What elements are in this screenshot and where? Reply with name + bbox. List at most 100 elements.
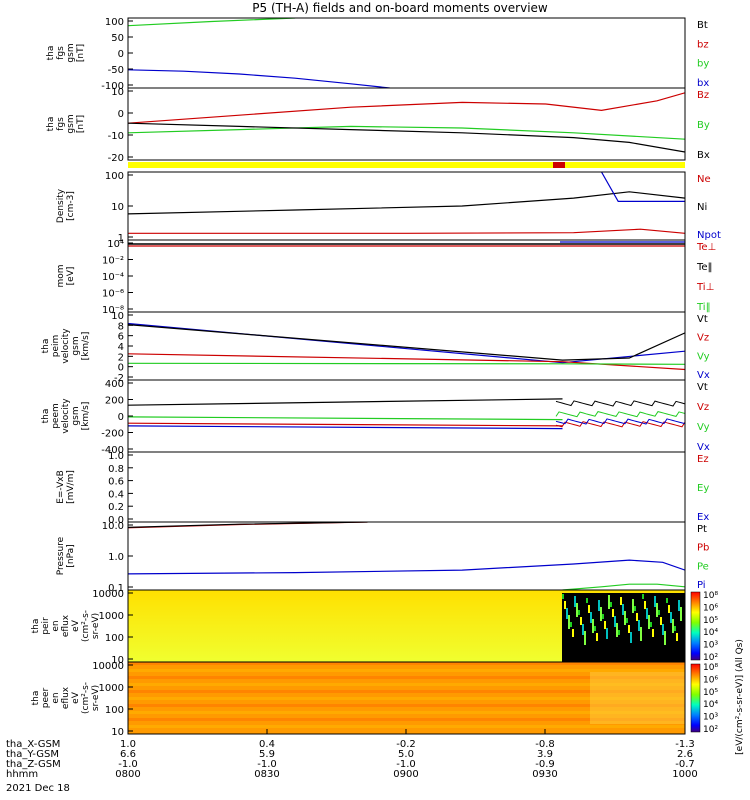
y-axis-label-line: eflux — [61, 614, 71, 637]
y-axis-label-line: [cm-3] — [66, 191, 76, 221]
spectrogram-pixel — [570, 622, 572, 627]
spectrogram-pixel — [640, 627, 642, 641]
ephemeris-value: 6.6 — [120, 749, 136, 760]
spectrogram-pixel — [648, 615, 650, 629]
legend-entry: Ti‖ — [696, 302, 711, 313]
series-line-3 — [128, 362, 685, 365]
ephemeris-label: tha_X-GSM — [6, 739, 60, 750]
spectrogram-pixel — [680, 607, 682, 621]
y-tick-label: 10⁻² — [102, 256, 124, 267]
y-tick-label: 0.1 — [108, 583, 124, 594]
y-axis-label: Pressure[nPa] — [56, 536, 76, 575]
panel-frame — [127, 87, 686, 161]
spectrogram-pixel — [598, 600, 600, 611]
series-line-2 — [128, 422, 563, 427]
spectrogram-pixel — [620, 597, 622, 605]
legend-entry: Ex — [697, 512, 709, 523]
series-line-0 — [128, 92, 685, 124]
y-axis-label: thapeerenefluxeV(cm²-s-sr-eV) — [31, 682, 101, 714]
spectrogram-region — [590, 672, 685, 724]
spectrogram-pixel — [634, 606, 636, 611]
y-axis-label: Density[cm-3] — [56, 188, 76, 223]
panel-pressure: 10.0 1.0 0.1 Pressure[nPa] Pt Pb Pe Pi — [56, 521, 709, 594]
spectrogram-pixel — [606, 628, 608, 639]
legend-entry: Vz — [697, 402, 709, 413]
y-tick-label: 8 — [118, 321, 124, 332]
y-tick-label: 50 — [111, 33, 124, 44]
legend-entry: Ey — [697, 483, 709, 494]
series-line-0 — [128, 398, 563, 406]
y-axis-label-line: eflux — [61, 686, 71, 709]
ephemeris-value: -1.0 — [118, 759, 138, 770]
y-axis-label-line: peem — [51, 403, 61, 429]
y-axis-label-line: [nT] — [76, 115, 86, 133]
ephemeris-label: tha_Z-GSM — [6, 759, 61, 770]
y-axis-label-line: [nPa] — [66, 544, 76, 567]
ephemeris-value: 0800 — [115, 769, 140, 780]
spectrogram-band — [128, 676, 685, 679]
series-line-2 — [128, 559, 685, 575]
y-tick-label: 1000 — [99, 611, 124, 622]
spectrogram-pixel — [564, 601, 566, 609]
legend-entry: Bt — [697, 20, 708, 31]
legend-entry: Bx — [697, 150, 710, 161]
ephemeris-value: -0.7 — [675, 759, 695, 770]
ephemeris-value: 0.4 — [259, 739, 275, 750]
y-tick-label: -10 — [108, 131, 124, 142]
series-line-2 — [128, 122, 685, 153]
spectrogram-pixel — [624, 611, 626, 625]
colorbar — [690, 663, 701, 733]
y-axis-label-line: gsm — [66, 114, 76, 133]
spectrogram-pixel — [612, 609, 614, 617]
spectrogram-pixel — [658, 610, 660, 615]
y-tick-label: 0 — [118, 49, 124, 60]
legend-entry: Vx — [697, 442, 710, 453]
spectrogram-pixel — [652, 629, 654, 637]
panel-frame — [127, 379, 686, 453]
spectrogram-pixel — [676, 633, 678, 641]
spectrogram-pixel — [566, 608, 568, 619]
spectrogram-band — [128, 725, 685, 728]
y-axis-label-line: tha — [41, 409, 51, 424]
y-tick-label: -200 — [101, 429, 124, 440]
legend-entry: Te⊥ — [696, 242, 716, 253]
series-line-1 — [128, 522, 368, 528]
colorbar-label: [eV/(cm²-s-sr-eV)] (All Qs) — [735, 639, 745, 755]
y-axis-label-line: velocity — [61, 328, 71, 364]
y-tick-label: 0.0 — [108, 515, 124, 526]
spectrogram-pixel — [670, 612, 672, 623]
spectrogram-pixel — [668, 605, 670, 613]
series-line-0 — [128, 18, 296, 27]
legend-entry: Ni — [697, 202, 707, 213]
noise-line-0 — [555, 400, 685, 407]
spectrogram-dark-region — [562, 593, 685, 662]
y-axis-label-line: (cm²-s- — [81, 610, 91, 642]
series-line-1 — [128, 69, 390, 88]
y-tick-label: 10000 — [92, 661, 124, 672]
spectrogram-band — [128, 718, 685, 721]
legend-entry: bz — [697, 39, 709, 50]
ephemeris-value: 1000 — [672, 769, 697, 780]
y-axis-label: E=-VxB[mV/m] — [56, 470, 76, 504]
y-axis-label: thapeemvelocitygsm[km/s] — [41, 398, 91, 434]
series-line-2 — [128, 353, 685, 371]
y-axis-label-line: peer — [41, 687, 51, 708]
y-tick-label: 0 — [118, 412, 124, 423]
spectrogram-pixel — [574, 596, 576, 607]
ephemeris-label: hhmm — [6, 769, 38, 780]
spectrogram-pixel — [584, 631, 586, 645]
y-axis-label-line: velocity — [61, 398, 71, 434]
status-bar-flag — [553, 162, 565, 168]
y-tick-label: 100 — [105, 633, 124, 644]
y-axis-label-line: gsm — [71, 406, 81, 425]
legend-entry: Ti⊥ — [696, 282, 714, 293]
series-line-3 — [562, 583, 685, 590]
spectrogram-pixel — [588, 605, 590, 613]
ephemeris-value: 2.6 — [677, 749, 693, 760]
series-line-1 — [128, 416, 563, 421]
y-tick-label: 0.2 — [108, 502, 124, 513]
ephemeris-value: -0.9 — [535, 759, 555, 770]
panel-frame — [127, 521, 686, 591]
y-tick-label: 100 — [105, 171, 124, 182]
